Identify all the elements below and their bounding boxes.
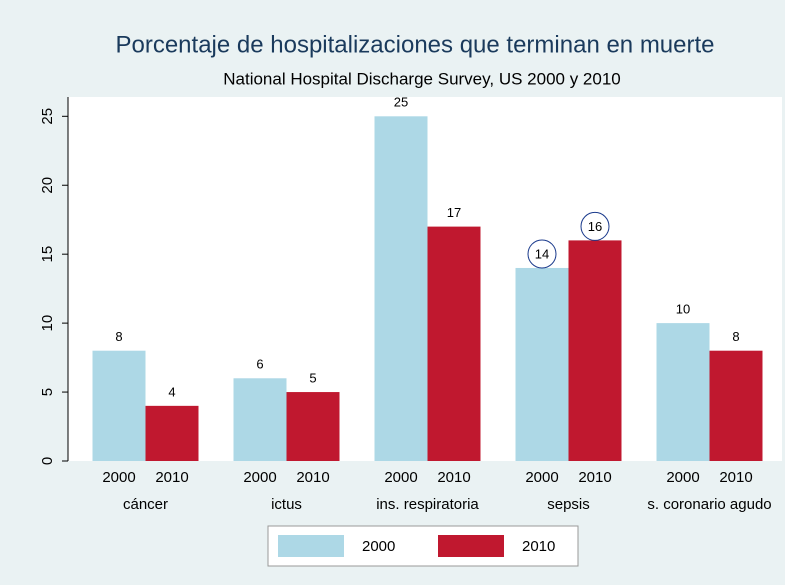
- bar: [427, 226, 481, 461]
- series-sub-label: 2000: [384, 469, 417, 486]
- value-label: 6: [256, 357, 263, 372]
- legend-swatch: [438, 535, 504, 557]
- chart-subtitle: National Hospital Discharge Survey, US 2…: [223, 69, 621, 88]
- y-tick-label: 15: [39, 246, 56, 263]
- legend-swatch: [278, 535, 344, 557]
- x-tick-label: ictus: [271, 496, 302, 513]
- series-sub-label: 2010: [155, 469, 188, 486]
- series-sub-label: 2010: [719, 469, 752, 486]
- series-sub-label: 2010: [437, 469, 470, 486]
- y-tick-label: 10: [39, 315, 56, 332]
- highlight-circle: [580, 211, 610, 241]
- series-sub-label: 2010: [296, 469, 329, 486]
- legend-label: 2000: [362, 538, 395, 555]
- value-label: 10: [676, 302, 690, 317]
- bar: [92, 350, 146, 461]
- y-tick-label: 0: [39, 457, 56, 465]
- series-sub-label: 2010: [578, 469, 611, 486]
- value-label: 4: [168, 384, 175, 399]
- x-tick-label: s. coronario agudo: [647, 496, 771, 513]
- value-label: 5: [309, 370, 316, 385]
- bar: [286, 392, 340, 461]
- value-label: 8: [732, 329, 739, 344]
- x-tick-label: ins. respiratoria: [376, 496, 479, 513]
- series-sub-label: 2000: [525, 469, 558, 486]
- bar: [709, 350, 763, 461]
- legend-label: 2010: [522, 538, 555, 555]
- series-sub-label: 2000: [666, 469, 699, 486]
- x-tick-label: sepsis: [547, 496, 590, 513]
- value-label: 17: [447, 205, 461, 220]
- bar: [656, 323, 710, 461]
- y-tick-label: 20: [39, 177, 56, 194]
- value-label: 8: [115, 329, 122, 344]
- bar: [145, 405, 199, 461]
- series-sub-label: 2000: [102, 469, 135, 486]
- y-tick-label: 25: [39, 108, 56, 125]
- series-sub-label: 2000: [243, 469, 276, 486]
- value-label: 25: [394, 95, 408, 110]
- chart-title: Porcentaje de hospitalizaciones que term…: [115, 31, 714, 58]
- value-label: 16: [588, 219, 602, 234]
- y-tick-label: 5: [39, 388, 56, 396]
- bar: [568, 240, 622, 461]
- bar: [515, 267, 569, 461]
- value-label: 14: [535, 246, 549, 261]
- bar: [374, 116, 428, 461]
- highlight-circle: [527, 239, 557, 269]
- bar: [233, 378, 287, 461]
- x-tick-label: cáncer: [123, 496, 168, 513]
